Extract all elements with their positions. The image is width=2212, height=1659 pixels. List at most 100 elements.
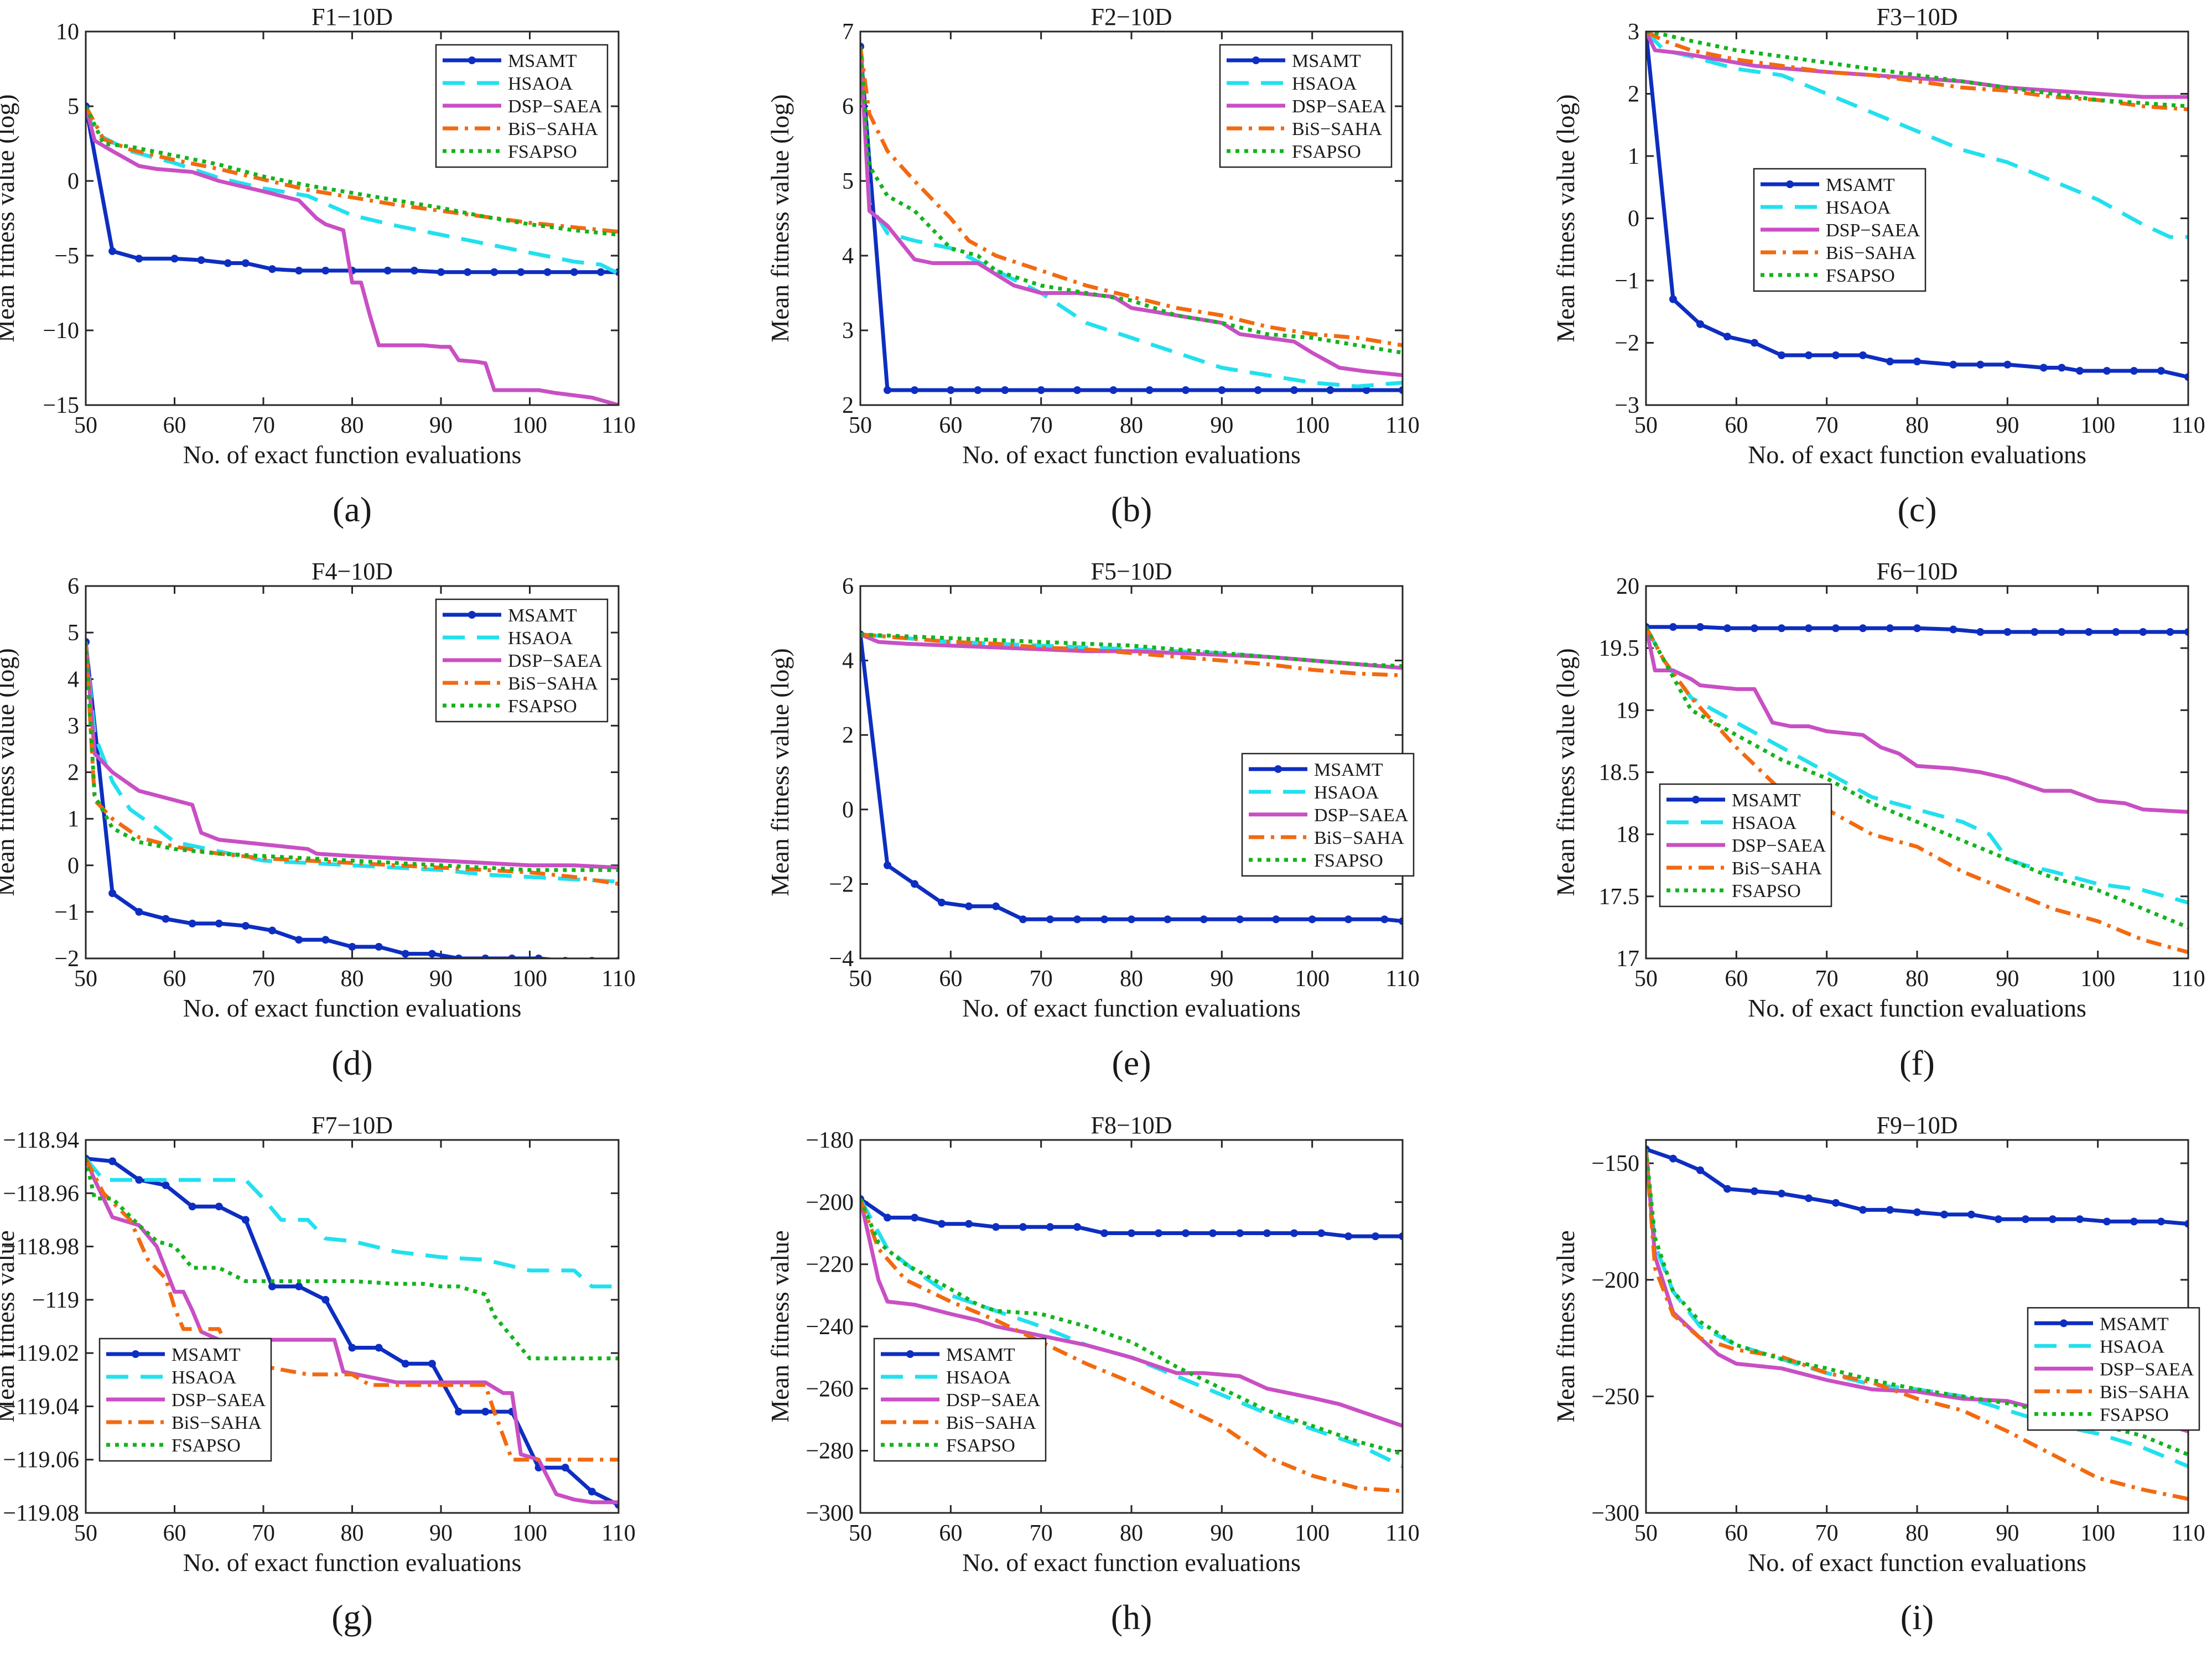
data-point (2139, 628, 2147, 636)
legend-entry: BiS−SAHA (2100, 1382, 2190, 1402)
data-point (1164, 915, 1172, 924)
x-tick-label: 100 (1295, 966, 1330, 992)
data-point (2058, 364, 2066, 372)
x-tick-label: 70 (1030, 966, 1053, 992)
data-point (215, 1202, 223, 1211)
data-point (241, 259, 250, 267)
series-line-bissaha (1646, 32, 2188, 112)
y-tick-label: −300 (806, 1501, 854, 1526)
data-point (268, 265, 277, 273)
data-point (1696, 320, 1704, 328)
data-point (1913, 1208, 1921, 1216)
y-tick-label: 19 (1616, 698, 1639, 723)
legend-marker (468, 611, 476, 619)
y-axis-label: Mean fitness value (log) (1551, 648, 1580, 896)
x-tick-label: 110 (1385, 1521, 1419, 1546)
legend-entry: BiS−SAHA (172, 1413, 262, 1433)
series-line-dspsaea (86, 641, 619, 870)
data-point (1100, 915, 1108, 924)
data-point (108, 889, 117, 898)
x-tick-label: 110 (1385, 966, 1419, 992)
data-point (534, 955, 543, 958)
legend-marker (468, 56, 476, 64)
y-tick-label: 1 (1628, 144, 1639, 169)
data-point (1182, 1229, 1190, 1237)
data-point (508, 955, 516, 958)
legend-entry: FSAPSO (508, 696, 577, 717)
x-tick-label: 90 (429, 1521, 453, 1546)
x-tick-label: 80 (1120, 413, 1143, 438)
data-point (464, 268, 472, 276)
data-point (1019, 915, 1027, 924)
x-tick-label: 50 (74, 966, 97, 992)
legend-entry: BiS−SAHA (1314, 828, 1404, 848)
data-point (1805, 351, 1813, 359)
axis-frame (859, 30, 1404, 406)
data-point (1073, 915, 1081, 924)
x-tick-label: 50 (1634, 413, 1658, 438)
x-tick-label: 90 (1210, 1521, 1233, 1546)
y-tick-label: −118.96 (3, 1181, 79, 1206)
data-point (135, 1176, 143, 1184)
data-point (911, 880, 918, 888)
y-tick-label: −240 (806, 1314, 854, 1340)
data-point (2085, 628, 2093, 636)
data-point (588, 1487, 596, 1496)
data-point (2058, 628, 2066, 636)
y-tick-label: 0 (67, 853, 79, 879)
data-point (1155, 1229, 1162, 1237)
y-axis-label: Mean fitness value (log) (766, 94, 794, 342)
y-tick-label: 3 (842, 318, 854, 344)
y-tick-label: 5 (67, 94, 79, 120)
x-tick-label: 90 (1996, 1521, 2019, 1546)
x-tick-label: 50 (849, 413, 872, 438)
data-point (162, 915, 170, 923)
data-point (1940, 1210, 1948, 1219)
x-tick-label: 60 (1725, 413, 1748, 438)
y-tick-label: 1 (67, 807, 79, 832)
data-point (884, 386, 891, 394)
series-line-hsaoa (86, 641, 619, 884)
legend-entry: MSAMT (508, 51, 577, 71)
data-point (135, 255, 143, 263)
legend-entry: MSAMT (1292, 51, 1361, 71)
panel-label: (f) (1899, 1043, 1935, 1082)
data-point (911, 386, 918, 394)
data-point (1805, 1194, 1813, 1202)
y-tick-label: 2 (67, 760, 79, 786)
data-point (2157, 367, 2165, 375)
data-point (2184, 373, 2188, 381)
series-line-fsapso (86, 1158, 619, 1361)
data-point (1976, 628, 1985, 636)
data-point (1254, 386, 1262, 394)
legend-entry: HSAOA (172, 1367, 237, 1388)
legend-entry: DSP−SAEA (508, 651, 603, 671)
data-point (1263, 1229, 1271, 1237)
data-point (2157, 1217, 2165, 1226)
x-tick-label: 50 (74, 413, 97, 438)
data-point (1949, 360, 1957, 369)
data-point (938, 1220, 946, 1228)
x-tick-label: 80 (1120, 966, 1143, 992)
x-tick-label: 70 (1030, 1521, 1053, 1546)
legend-entry: FSAPSO (946, 1435, 1015, 1456)
x-tick-label: 110 (2171, 966, 2205, 992)
y-tick-label: 4 (842, 243, 854, 269)
chart-title: F2−10D (1091, 3, 1172, 30)
data-point (295, 267, 303, 274)
y-tick-label: −1 (54, 900, 79, 925)
data-point (1696, 1166, 1704, 1174)
data-point (375, 1344, 383, 1352)
y-tick-label: −119.08 (3, 1501, 79, 1526)
y-tick-label: 6 (67, 574, 79, 599)
y-tick-label: 10 (56, 19, 79, 45)
y-tick-label: −118.98 (3, 1235, 79, 1260)
legend-box (1659, 783, 1832, 908)
x-tick-label: 60 (939, 1521, 962, 1546)
data-point (884, 861, 891, 869)
data-point (1832, 351, 1840, 359)
y-tick-label: −180 (806, 1128, 854, 1153)
x-tick-label: 60 (939, 413, 962, 438)
x-tick-label: 70 (1815, 1521, 1839, 1546)
data-point (108, 247, 117, 255)
